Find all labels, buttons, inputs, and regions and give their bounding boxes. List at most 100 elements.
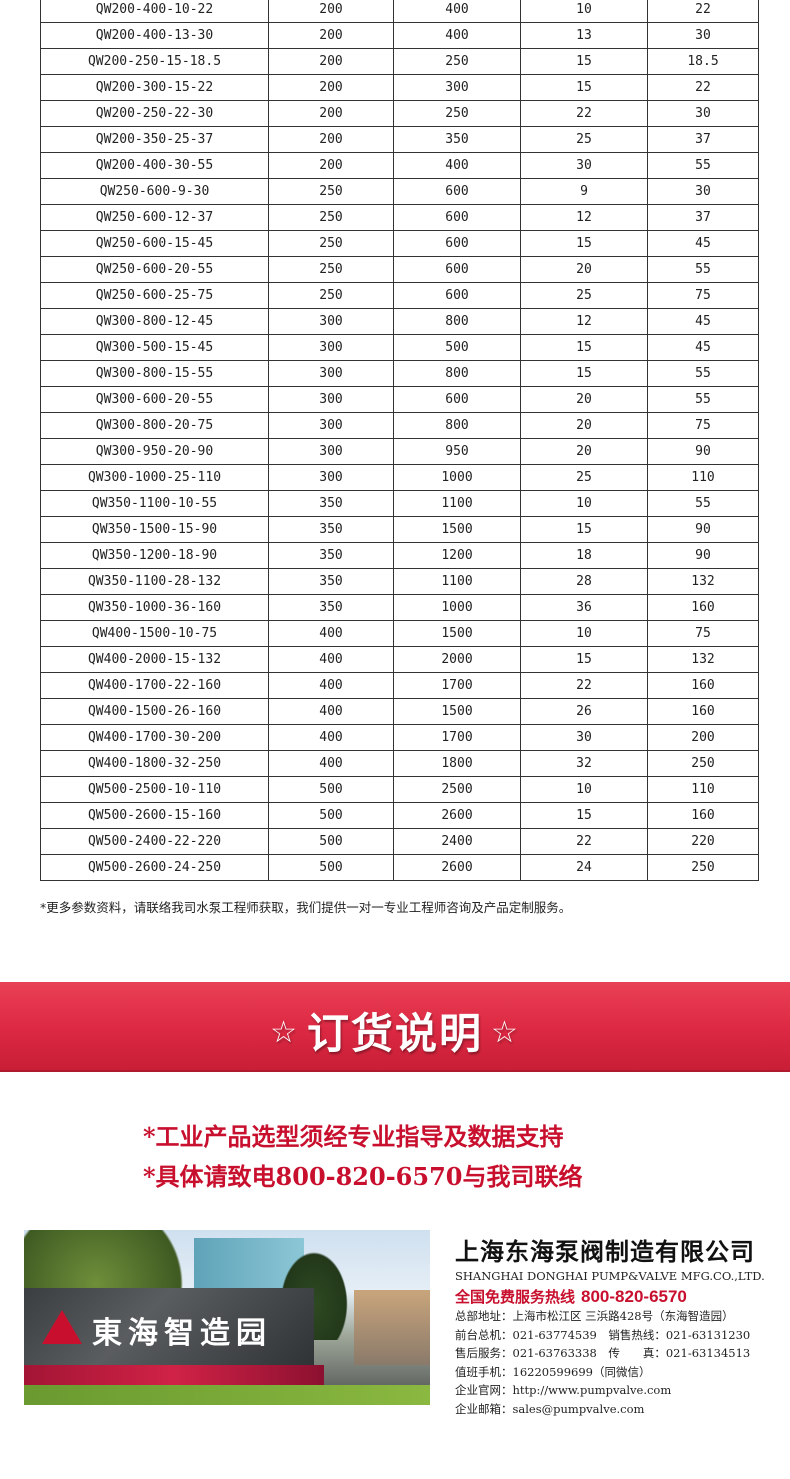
table-cell: QW300-800-20-75 xyxy=(40,412,269,439)
flower-bed xyxy=(24,1365,324,1385)
table-cell: 110 xyxy=(647,464,759,491)
table-cell: 20 xyxy=(520,412,648,439)
table-cell: 12 xyxy=(520,308,648,335)
banner-title: 订货说明 xyxy=(306,1009,483,1058)
table-cell: 32 xyxy=(520,750,648,777)
table-row: QW200-250-15-18.5 200 250 15 18.5 xyxy=(40,48,759,75)
table-cell: 55 xyxy=(647,386,759,413)
table-cell: 400 xyxy=(268,620,394,647)
table-cell: 75 xyxy=(647,412,759,439)
table-cell: 45 xyxy=(647,230,759,257)
table-cell: 1000 xyxy=(393,594,521,621)
table-cell: 1700 xyxy=(393,672,521,699)
table-cell: 15 xyxy=(520,230,648,257)
table-cell: 400 xyxy=(268,698,394,725)
table-cell: 90 xyxy=(647,542,759,569)
table-cell: 400 xyxy=(268,672,394,699)
email[interactable]: 企业邮箱：sales@pumpvalve.com xyxy=(455,1401,645,1416)
table-cell: 600 xyxy=(393,282,521,309)
gate xyxy=(354,1290,430,1365)
table-cell: QW400-2000-15-132 xyxy=(40,646,269,673)
table-row: QW200-400-30-55 200 400 30 55 xyxy=(40,152,759,179)
table-cell: 250 xyxy=(393,48,521,75)
table-cell: QW400-1700-30-200 xyxy=(40,724,269,751)
table-cell: 22 xyxy=(520,828,648,855)
table-cell: 220 xyxy=(647,828,759,855)
table-cell: 1100 xyxy=(393,568,521,595)
table-cell: QW350-1100-10-55 xyxy=(40,490,269,517)
table-cell: QW350-1500-15-90 xyxy=(40,516,269,543)
table-row: QW300-800-12-45 300 800 12 45 xyxy=(40,308,759,335)
note-line: *工业产品选型须经专业指导及数据支持 xyxy=(143,1122,564,1151)
logo-icon xyxy=(42,1310,82,1344)
table-cell: QW200-350-25-37 xyxy=(40,126,269,153)
table-row: QW250-600-9-30 250 600 9 30 xyxy=(40,178,759,205)
table-cell: QW400-1800-32-250 xyxy=(40,750,269,777)
table-cell: 75 xyxy=(647,620,759,647)
table-cell: 28 xyxy=(520,568,648,595)
table-cell: 200 xyxy=(268,0,394,23)
table-row: QW300-800-20-75 300 800 20 75 xyxy=(40,412,759,439)
table-row: QW350-1100-10-55 350 1100 10 55 xyxy=(40,490,759,517)
table-row: QW400-2000-15-132 400 2000 15 132 xyxy=(40,646,759,673)
table-row: QW500-2600-15-160 500 2600 15 160 xyxy=(40,802,759,829)
table-row: QW250-600-25-75 250 600 25 75 xyxy=(40,282,759,309)
table-cell: QW200-400-13-30 xyxy=(40,22,269,49)
table-cell: 200 xyxy=(647,724,759,751)
table-cell: 90 xyxy=(647,516,759,543)
table-cell: 300 xyxy=(268,308,394,335)
sign-text: 東海智造园 xyxy=(92,1316,272,1351)
website[interactable]: 企业官网：http://www.pumpvalve.com xyxy=(455,1383,672,1397)
table-cell: 2400 xyxy=(393,828,521,855)
table-cell: 500 xyxy=(268,776,394,803)
table-row: QW250-600-20-55 250 600 20 55 xyxy=(40,256,759,283)
table-cell: 75 xyxy=(647,282,759,309)
table-cell: QW250-600-9-30 xyxy=(40,178,269,205)
table-cell: 45 xyxy=(647,334,759,361)
table-cell: 22 xyxy=(520,672,648,699)
table-cell: 30 xyxy=(647,22,759,49)
table-cell: 2600 xyxy=(393,802,521,829)
table-cell: 350 xyxy=(268,542,394,569)
company-name-en: SHANGHAI DONGHAI PUMP&VALVE MFG.CO.,LTD. xyxy=(455,1269,765,1283)
table-cell: 950 xyxy=(393,438,521,465)
table-cell: QW350-1100-28-132 xyxy=(40,568,269,595)
table-cell: 15 xyxy=(520,516,648,543)
table-row: QW500-2600-24-250 500 2600 24 250 xyxy=(40,854,759,881)
table-cell: 500 xyxy=(268,854,394,881)
table-row: QW400-1500-26-160 400 1500 26 160 xyxy=(40,698,759,725)
table-cell: QW350-1000-36-160 xyxy=(40,594,269,621)
table-cell: 250 xyxy=(268,282,394,309)
table-cell: 300 xyxy=(268,334,394,361)
table-cell: 30 xyxy=(647,100,759,127)
table-cell: 55 xyxy=(647,360,759,387)
table-row: QW300-800-15-55 300 800 15 55 xyxy=(40,360,759,387)
service-fax: 售后服务：021-63763338 传 真：021-63134513 xyxy=(455,1346,751,1360)
table-cell: QW400-1500-26-160 xyxy=(40,698,269,725)
table-cell: 500 xyxy=(393,334,521,361)
table-cell: QW200-300-15-22 xyxy=(40,74,269,101)
table-row: QW200-400-10-22 200 400 10 22 xyxy=(40,0,759,23)
table-cell: 400 xyxy=(268,724,394,751)
table-cell: 250 xyxy=(268,256,394,283)
table-cell: 25 xyxy=(520,282,648,309)
table-cell: 2600 xyxy=(393,854,521,881)
table-cell: 2000 xyxy=(393,646,521,673)
table-row: QW500-2400-22-220 500 2400 22 220 xyxy=(40,828,759,855)
table-cell: 300 xyxy=(268,360,394,387)
table-cell: QW400-1700-22-160 xyxy=(40,672,269,699)
table-cell: 250 xyxy=(268,204,394,231)
table-cell: 600 xyxy=(393,230,521,257)
table-cell: 160 xyxy=(647,594,759,621)
table-cell: 90 xyxy=(647,438,759,465)
table-cell: QW300-600-20-55 xyxy=(40,386,269,413)
star-icon: ☆ xyxy=(270,1015,299,1050)
table-cell: 200 xyxy=(268,22,394,49)
table-cell: 200 xyxy=(268,74,394,101)
table-cell: QW250-600-20-55 xyxy=(40,256,269,283)
table-cell: 15 xyxy=(520,334,648,361)
table-cell: 300 xyxy=(268,464,394,491)
table-cell: QW300-800-12-45 xyxy=(40,308,269,335)
table-row: QW200-350-25-37 200 350 25 37 xyxy=(40,126,759,153)
table-cell: 55 xyxy=(647,490,759,517)
